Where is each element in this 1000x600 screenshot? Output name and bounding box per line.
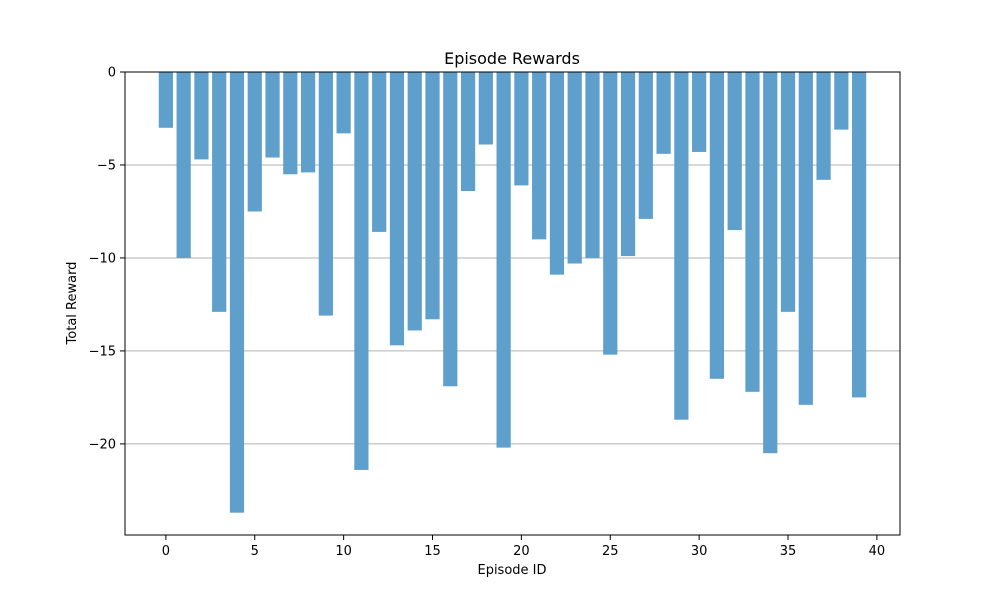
bar xyxy=(158,72,173,128)
bar xyxy=(567,72,582,264)
bar xyxy=(656,72,671,154)
y-tick-label: −20 xyxy=(89,437,116,452)
y-tick-label: −10 xyxy=(89,251,116,266)
bar xyxy=(478,72,493,145)
bar xyxy=(798,72,813,405)
bar xyxy=(816,72,831,180)
bar xyxy=(389,72,405,346)
bar xyxy=(407,72,422,331)
bar xyxy=(372,72,387,232)
bar xyxy=(318,72,333,316)
x-tick-label: 40 xyxy=(869,544,886,559)
bar xyxy=(229,72,245,513)
x-axis-label: Episode ID xyxy=(477,563,546,578)
axes xyxy=(124,71,901,536)
x-tick-label: 5 xyxy=(251,544,259,559)
bar xyxy=(514,72,529,186)
chart-title: Episode Rewards xyxy=(444,49,580,68)
bar xyxy=(336,72,351,134)
bar xyxy=(194,72,209,160)
y-axis-ticks: 0 −5 −10 −15 −20 xyxy=(89,66,125,452)
bar xyxy=(443,72,458,387)
x-axis-ticks: 0 5 10 15 20 25 30 35 40 xyxy=(162,535,885,559)
y-tick-label: −15 xyxy=(89,344,116,359)
bar xyxy=(620,72,636,257)
bar xyxy=(709,72,725,379)
bar xyxy=(549,72,565,275)
x-tick-label: 35 xyxy=(780,544,797,559)
x-tick-label: 15 xyxy=(424,544,441,559)
bar xyxy=(727,72,742,231)
y-tick-label: −5 xyxy=(97,158,116,173)
bar xyxy=(834,72,849,130)
bar xyxy=(247,72,262,212)
bar xyxy=(496,72,511,448)
bar xyxy=(354,72,369,470)
bar xyxy=(460,72,476,192)
bar xyxy=(692,72,707,152)
bar xyxy=(674,72,689,420)
bar xyxy=(638,72,653,219)
bar-series xyxy=(158,72,867,513)
y-axis-label: Total Reward xyxy=(65,262,80,346)
bar xyxy=(300,72,316,173)
bar xyxy=(745,72,760,392)
x-tick-label: 0 xyxy=(162,544,170,559)
bar xyxy=(852,72,867,398)
x-tick-label: 25 xyxy=(602,544,619,559)
bar xyxy=(532,72,547,240)
bar xyxy=(265,72,280,158)
bar xyxy=(212,72,227,312)
bar xyxy=(425,72,440,320)
bar xyxy=(283,72,298,175)
x-tick-label: 20 xyxy=(513,544,530,559)
bar xyxy=(780,72,796,312)
plot-frame xyxy=(124,71,901,536)
bar xyxy=(763,72,778,454)
bar xyxy=(176,72,191,258)
y-tick-label: 0 xyxy=(108,66,116,81)
x-tick-label: 30 xyxy=(691,544,708,559)
x-tick-label: 10 xyxy=(335,544,352,559)
bar xyxy=(585,72,600,258)
bar xyxy=(603,72,618,355)
